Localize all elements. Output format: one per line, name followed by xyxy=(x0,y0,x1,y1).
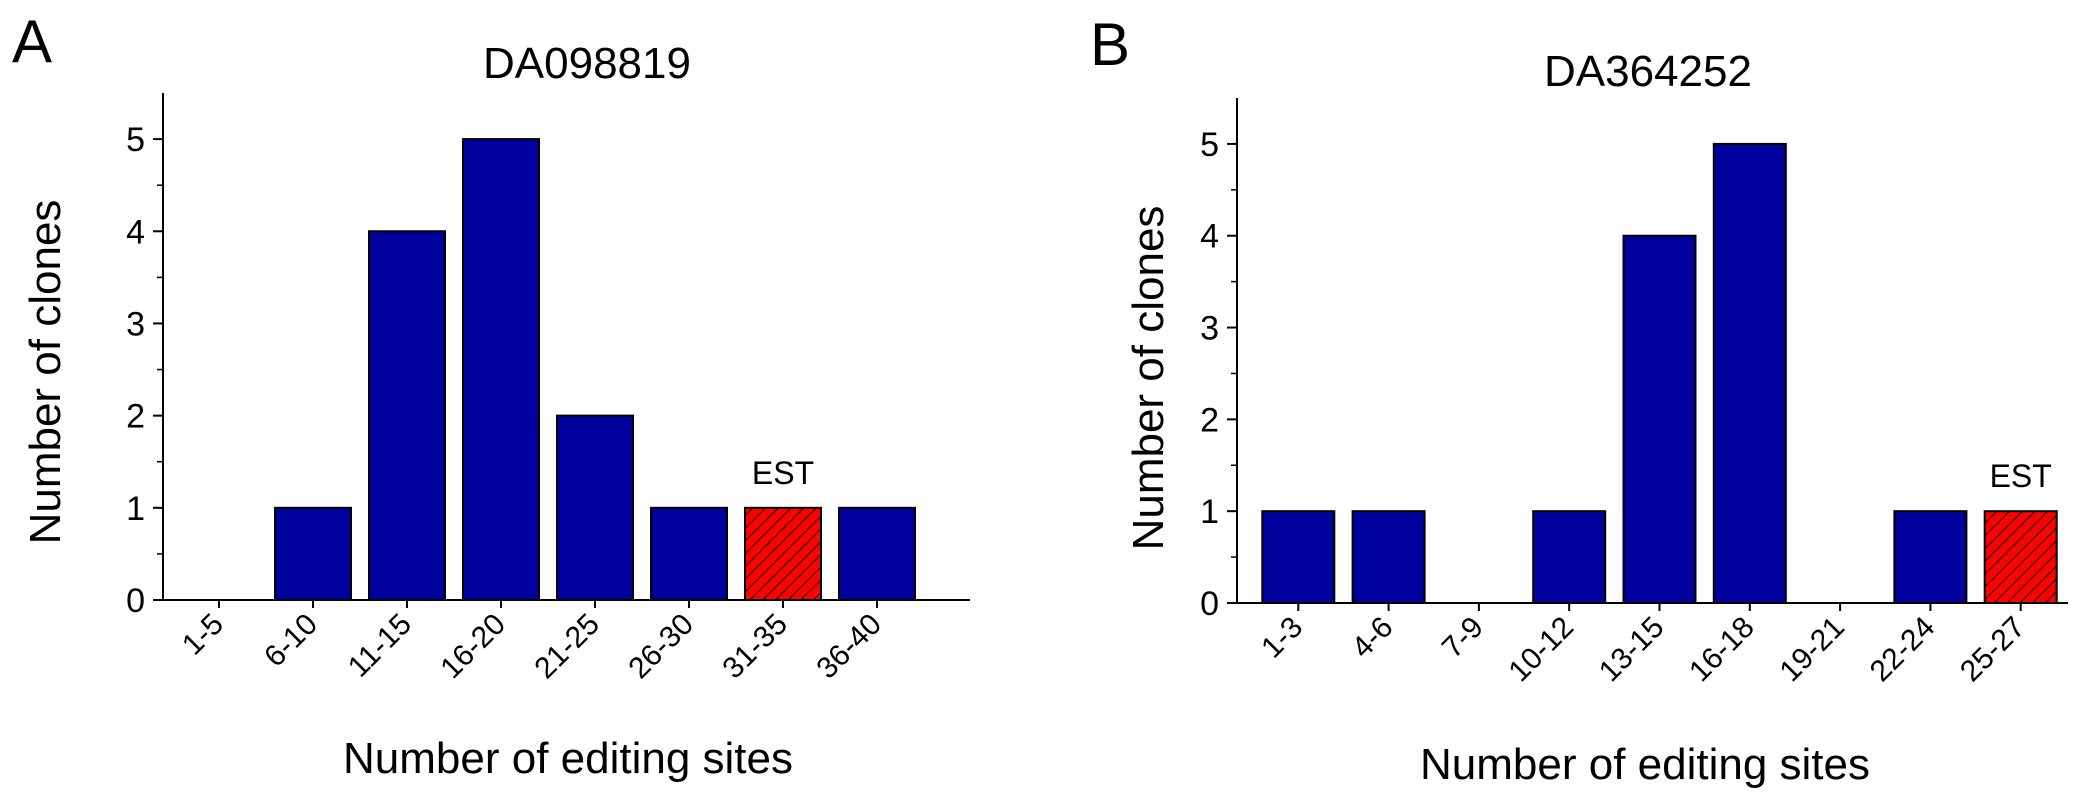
bar-a-16-20 xyxy=(462,138,540,601)
chart-title-b: DA364252 xyxy=(1544,47,1752,96)
chart-title-a: DA098819 xyxy=(483,39,691,88)
x-tick-label-a-2: 11-15 xyxy=(342,608,418,684)
x-tick-label-b-5: 16-18 xyxy=(1683,611,1761,689)
y-tick-label-a-5: 5 xyxy=(126,121,145,159)
y-tick-label-a-3: 3 xyxy=(126,305,145,343)
y-tick-label-b-1: 1 xyxy=(1200,493,1219,531)
x-tick-label-b-2: 7-9 xyxy=(1436,611,1490,665)
x-tick-label-b-7: 22-24 xyxy=(1864,611,1942,689)
x-tick-label-a-7: 36-40 xyxy=(810,608,888,686)
plot-area-a: 0 1 2 3 4 5 1-5 6-10 11-15 16-20 21-25 26-30 31-35 36… xyxy=(126,93,970,685)
y-tick-label-b-0: 0 xyxy=(1200,585,1219,623)
x-tick-label-a-6: 31-35 xyxy=(716,608,794,686)
y-axis-label-b: Number of clones xyxy=(1124,206,1173,551)
y-tick-label-b-4: 4 xyxy=(1200,218,1219,256)
plot-area-b: 0 1 2 3 4 5 1-3 4-6 7-9 10-12 13-15 16-18 19-21 22-24… xyxy=(1200,98,2068,688)
bar-b-4-6 xyxy=(1351,510,1426,605)
bar-a-21-25 xyxy=(556,414,634,601)
y-tick-label-b-3: 3 xyxy=(1200,310,1219,348)
panel-letter-b: B xyxy=(1090,11,1130,78)
x-tick-label-a-4: 21-25 xyxy=(528,608,606,686)
bar-a-31-35 xyxy=(744,506,822,601)
bar-b-25-27 xyxy=(1983,510,2058,605)
x-tick-label-a-1: 6-10 xyxy=(258,608,324,674)
x-tick-label-a-0: 1-5 xyxy=(176,608,230,662)
bar-a-26-30 xyxy=(650,506,728,601)
x-tick-label-b-4: 13-15 xyxy=(1593,611,1671,689)
bar-b-13-15 xyxy=(1622,234,1697,605)
bar-b-16-18 xyxy=(1712,142,1787,604)
y-tick-label-a-4: 4 xyxy=(126,213,145,251)
y-tick-label-a-2: 2 xyxy=(126,398,145,436)
x-tick-label-b-0: 1-3 xyxy=(1255,611,1309,665)
x-axis-label-a: Number of editing sites xyxy=(343,734,793,783)
x-tick-label-b-3: 10-12 xyxy=(1503,611,1581,689)
chart-panel-a: A DA098819 Number of editing sites Numbe… xyxy=(12,8,970,783)
chart-panel-b: B DA364252 Number of editing sites Numbe… xyxy=(1090,11,2068,789)
bar-a-6-10 xyxy=(274,506,352,601)
bar-a-36-40 xyxy=(838,506,916,601)
y-tick-label-b-2: 2 xyxy=(1200,401,1219,439)
y-tick-label-b-5: 5 xyxy=(1200,126,1219,164)
x-axis-label-b: Number of editing sites xyxy=(1420,740,1870,789)
annotation-est-a: EST xyxy=(752,455,814,491)
bar-a-11-15 xyxy=(368,230,446,601)
y-axis-label-a: Number of clones xyxy=(21,200,70,545)
x-tick-label-b-8: 25-27 xyxy=(1954,611,2032,689)
bar-b-1-3 xyxy=(1261,510,1336,605)
bar-b-22-24 xyxy=(1893,510,1968,605)
annotation-est-b: EST xyxy=(1990,458,2052,494)
y-tick-label-a-0: 0 xyxy=(126,582,145,620)
x-tick-label-a-3: 16-20 xyxy=(434,608,512,686)
x-tick-label-b-1: 4-6 xyxy=(1346,611,1400,665)
bar-b-10-12 xyxy=(1532,510,1607,605)
y-tick-label-a-1: 1 xyxy=(126,490,145,528)
x-tick-label-a-5: 26-30 xyxy=(622,608,700,686)
x-tick-label-b-6: 19-21 xyxy=(1773,611,1851,689)
panel-letter-a: A xyxy=(12,8,52,75)
